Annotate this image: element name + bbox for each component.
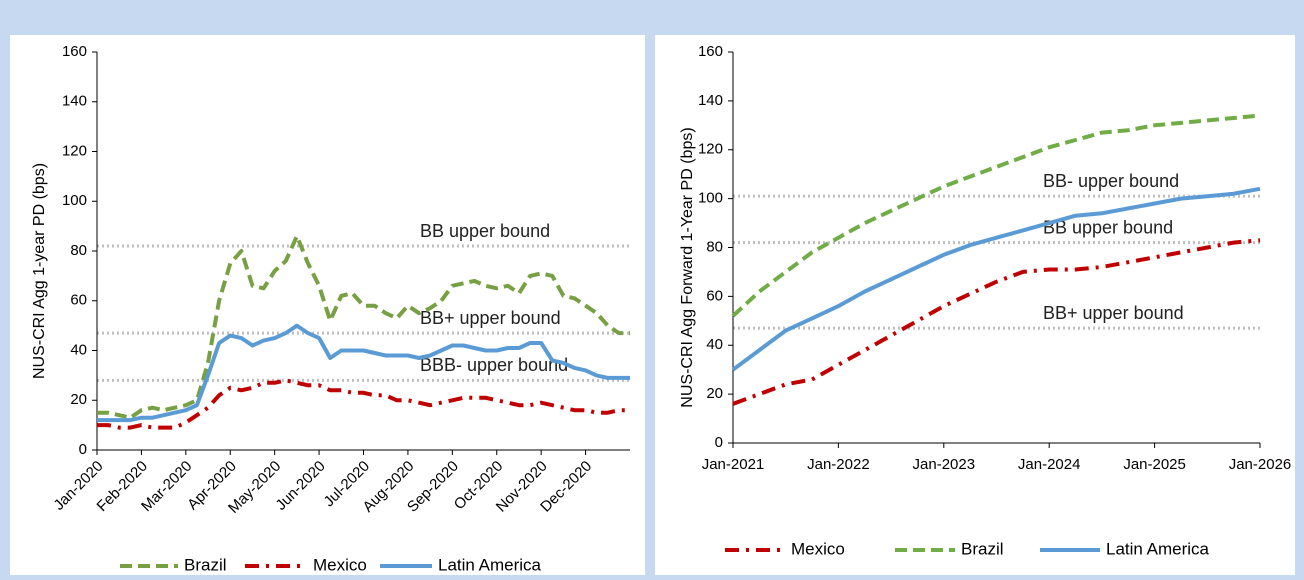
legend-label: Mexico	[313, 555, 367, 574]
y-tick-label: 20	[706, 385, 723, 402]
y-tick-label: 100	[62, 192, 87, 209]
reference-label: BBB- upper bound	[420, 355, 568, 375]
x-tick-label: Jan-2026	[1229, 456, 1292, 473]
series-line	[97, 234, 630, 420]
reference-label: BB+ upper bound	[420, 308, 561, 328]
series-line	[731, 113, 1261, 318]
legend-label: Latin America	[438, 555, 542, 574]
y-tick-label: 80	[70, 242, 87, 259]
y-tick-label: 0	[715, 434, 723, 451]
y-tick-label: 80	[706, 238, 723, 255]
y-tick-label: 100	[698, 190, 723, 207]
reference-label: BB+ upper bound	[1043, 303, 1184, 323]
y-tick-label: 60	[70, 292, 87, 309]
legend-label: Brazil	[961, 539, 1004, 558]
y-tick-label: 40	[70, 341, 87, 358]
y-tick-label: 160	[698, 43, 723, 60]
y-tick-label: 160	[62, 43, 87, 60]
y-tick-label: 120	[698, 141, 723, 158]
reference-label: BB upper bound	[420, 221, 550, 241]
reference-label: BB upper bound	[1043, 217, 1173, 237]
series-line	[97, 378, 630, 430]
x-tick-label: Jan-2024	[1018, 456, 1081, 473]
y-tick-label: 40	[706, 336, 723, 353]
legend-label: Mexico	[791, 539, 845, 558]
y-tick-label: 0	[79, 441, 87, 458]
series-line	[97, 323, 630, 423]
y-tick-label: 140	[62, 93, 87, 110]
y-axis-label: NUS-CRI Agg Forward 1-Year PD (bps)	[679, 127, 696, 407]
panel	[655, 35, 1295, 575]
reference-label: BB- upper bound	[1043, 171, 1179, 191]
x-tick-label: Jan-2022	[807, 456, 870, 473]
panel	[10, 35, 645, 575]
y-tick-label: 140	[698, 92, 723, 109]
y-axis-label: NUS-CRI Agg 1-year PD (bps)	[31, 163, 48, 379]
x-tick-label: Jan-2021	[702, 456, 765, 473]
y-tick-label: 60	[706, 287, 723, 304]
legend-label: Brazil	[184, 555, 227, 574]
y-tick-label: 20	[70, 391, 87, 408]
series-line	[732, 238, 1261, 406]
x-tick-label: Jan-2023	[913, 456, 976, 473]
y-tick-label: 120	[62, 142, 87, 159]
x-tick-label: Jan-2025	[1123, 456, 1186, 473]
series-line	[731, 186, 1261, 372]
legend-label: Latin America	[1106, 539, 1210, 558]
